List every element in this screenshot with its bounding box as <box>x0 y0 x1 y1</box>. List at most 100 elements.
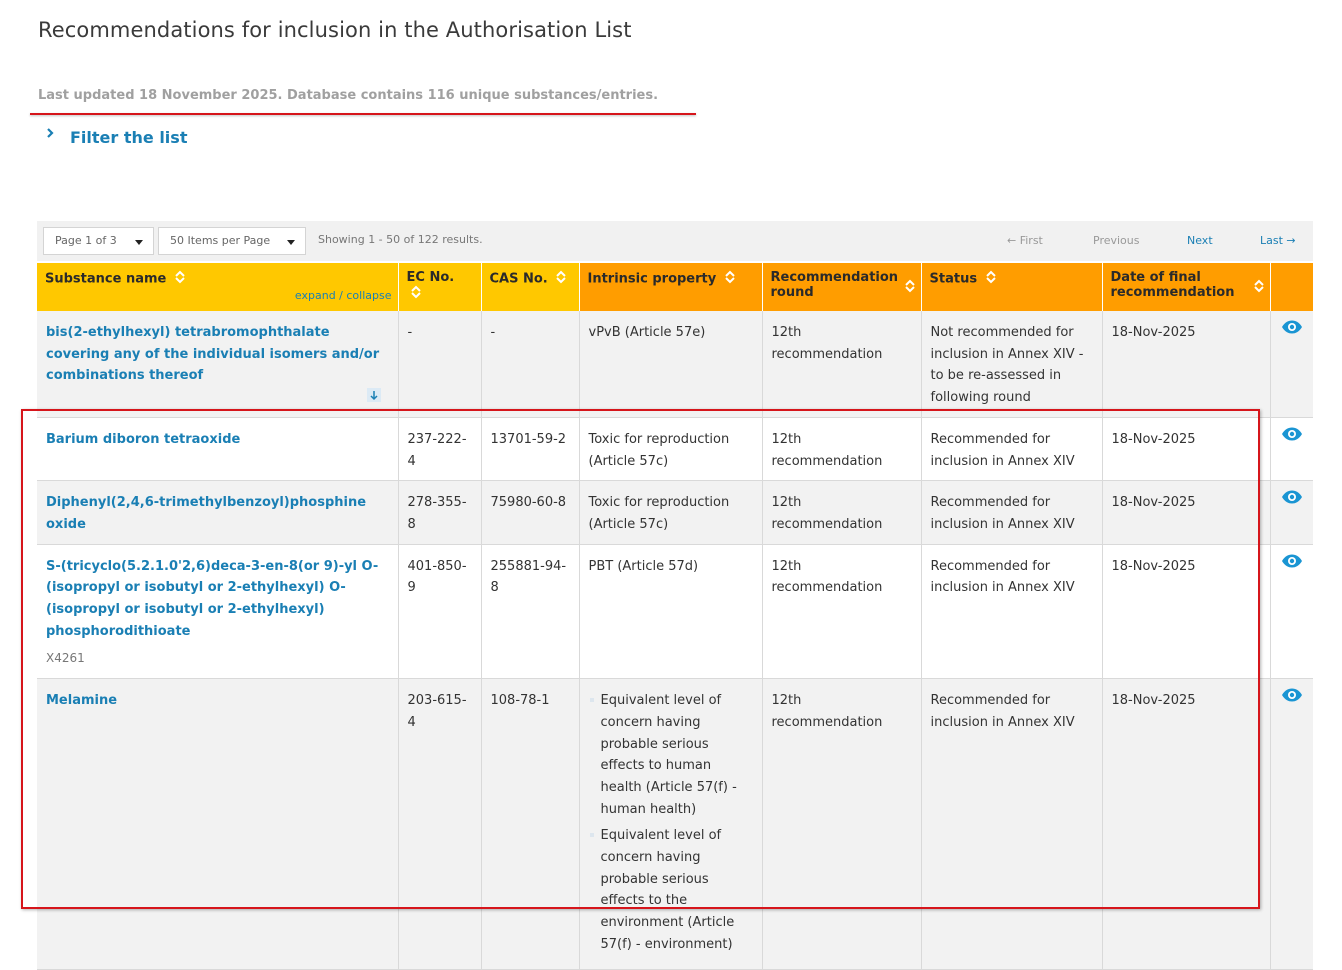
col-status-label: Status <box>929 271 978 287</box>
sort-arrows-icon[interactable] <box>410 285 422 303</box>
cell-intrinsic-property: Toxic for reproduction (Article 57c) <box>579 480 763 545</box>
col-ec-no[interactable]: EC No. <box>398 263 482 311</box>
sort-arrows-icon[interactable] <box>904 279 916 297</box>
substance-link[interactable]: Melamine <box>46 693 118 709</box>
cell-status: Not recommended for inclusion in Annex X… <box>921 311 1103 418</box>
page-select-value: Page 1 of 3 <box>55 234 117 247</box>
cell-ec-no: - <box>398 311 482 418</box>
cell-recommendation-round: 12th recommendation <box>762 480 922 545</box>
eye-icon[interactable] <box>1281 687 1303 711</box>
property-list-item: Equivalent level of concern having proba… <box>589 690 753 820</box>
eye-icon[interactable] <box>1281 426 1303 450</box>
eye-icon[interactable] <box>1281 319 1303 343</box>
cell-cas-no: 255881-94-8 <box>481 544 580 680</box>
substance-link[interactable]: S-(tricyclo(5.2.1.0'2,6)deca-3-en-8(or 9… <box>46 558 379 639</box>
cell-cas-no: 13701-59-2 <box>481 417 580 482</box>
arrow-down-icon[interactable] <box>366 388 381 403</box>
table-header-row: Substance name expand / collapse EC No. … <box>37 263 1314 311</box>
sort-arrows-icon[interactable] <box>1253 279 1265 297</box>
cell-cas-no: 75980-60-8 <box>481 480 580 545</box>
col-date-final-recommendation[interactable]: Date of final recommendation <box>1102 263 1271 311</box>
substance-note: X4261 <box>46 651 85 666</box>
substance-link[interactable]: Diphenyl(2,4,6-trimethylbenzoyl)phosphin… <box>46 495 367 532</box>
cell-status: Recommended for inclusion in Annex XIV <box>921 417 1103 482</box>
cell-status: Recommended for inclusion in Annex XIV <box>921 678 1103 970</box>
items-per-page-value: 50 Items per Page <box>170 234 271 247</box>
col-cas-no-label: CAS No. <box>489 271 548 287</box>
sort-arrows-icon[interactable] <box>985 270 997 288</box>
eye-icon[interactable] <box>1281 489 1303 513</box>
cell-recommendation-round: 12th recommendation <box>762 678 922 970</box>
property-list: Equivalent level of concern having proba… <box>589 690 753 955</box>
cell-intrinsic-property: vPvB (Article 57e) <box>579 311 763 418</box>
row-expand <box>46 388 389 403</box>
cell-substance-name: Barium diboron tetraoxide <box>37 417 399 482</box>
col-status[interactable]: Status <box>921 263 1103 311</box>
col-intrinsic-property[interactable]: Intrinsic property <box>579 263 763 311</box>
col-intrinsic-property-label: Intrinsic property <box>587 271 717 287</box>
next-page-link[interactable]: Next <box>1187 234 1213 247</box>
cell-date: 18-Nov-2025 <box>1102 544 1271 680</box>
cell-intrinsic-property: Toxic for reproduction (Article 57c) <box>579 417 763 482</box>
col-ec-no-label: EC No. <box>406 270 455 285</box>
cell-recommendation-round: 12th recommendation <box>762 417 922 482</box>
previous-page-link[interactable]: Previous <box>1093 234 1140 247</box>
cell-substance-name: bis(2-ethylhexyl) tetrabromophthalate co… <box>37 311 399 418</box>
cell-date: 18-Nov-2025 <box>1102 311 1271 418</box>
table-row: bis(2-ethylhexyl) tetrabromophthalate co… <box>37 311 1313 418</box>
col-recommendation-round[interactable]: Recommendation round <box>762 263 922 311</box>
results-count: Showing 1 - 50 of 122 results. <box>318 233 483 246</box>
caret-down-icon <box>135 240 143 245</box>
sort-arrows-icon[interactable] <box>174 270 186 288</box>
cell-status: Recommended for inclusion in Annex XIV <box>921 480 1103 545</box>
cell-recommendation-round: 12th recommendation <box>762 311 922 418</box>
cell-intrinsic-property: Equivalent level of concern having proba… <box>579 678 763 970</box>
sort-arrows-icon[interactable] <box>724 270 736 288</box>
cell-view <box>1270 417 1313 482</box>
cell-ec-no: 401-850-9 <box>398 544 482 680</box>
table-row: Diphenyl(2,4,6-trimethylbenzoyl)phosphin… <box>37 480 1313 545</box>
cell-substance-name: Diphenyl(2,4,6-trimethylbenzoyl)phosphin… <box>37 480 399 545</box>
table-row: Melamine 203-615-4 108-78-1 Equivalent l… <box>37 678 1313 970</box>
cell-recommendation-round: 12th recommendation <box>762 544 922 680</box>
cell-cas-no: - <box>481 311 580 418</box>
page-select[interactable]: Page 1 of 3 <box>43 227 154 255</box>
col-recommendation-round-label: Recommendation round <box>770 270 899 300</box>
chevron-right-icon <box>44 125 58 139</box>
col-substance-name-label: Substance name <box>45 271 167 287</box>
cell-substance-name: S-(tricyclo(5.2.1.0'2,6)deca-3-en-8(or 9… <box>37 544 399 680</box>
first-page-link[interactable]: ← First <box>1007 234 1043 247</box>
cell-view <box>1270 480 1313 545</box>
eye-icon[interactable] <box>1281 553 1303 577</box>
filter-toggle[interactable]: Filter the list <box>44 125 188 147</box>
property-list-item: Equivalent level of concern having proba… <box>589 825 753 955</box>
cell-cas-no: 108-78-1 <box>481 678 580 970</box>
annotation-underline <box>30 113 696 115</box>
table-row: Barium diboron tetraoxide 237-222-4 1370… <box>37 417 1313 482</box>
cell-date: 18-Nov-2025 <box>1102 417 1271 482</box>
last-page-link[interactable]: Last → <box>1260 234 1296 247</box>
table-row: S-(tricyclo(5.2.1.0'2,6)deca-3-en-8(or 9… <box>37 544 1313 680</box>
sort-arrows-icon[interactable] <box>555 270 567 288</box>
cell-view <box>1270 678 1313 970</box>
cell-date: 18-Nov-2025 <box>1102 678 1271 970</box>
cell-date: 18-Nov-2025 <box>1102 480 1271 545</box>
substance-link[interactable]: bis(2-ethylhexyl) tetrabromophthalate co… <box>46 325 380 384</box>
items-per-page-select[interactable]: 50 Items per Page <box>158 227 306 255</box>
cell-status: Recommended for inclusion in Annex XIV <box>921 544 1103 680</box>
col-date-label: Date of final recommendation <box>1110 270 1235 300</box>
cell-view <box>1270 311 1313 418</box>
substance-link[interactable]: Barium diboron tetraoxide <box>46 431 241 447</box>
col-substance-name[interactable]: Substance name expand / collapse <box>37 263 399 311</box>
cell-ec-no: 278-355-8 <box>398 480 482 545</box>
cell-intrinsic-property: PBT (Article 57d) <box>579 544 763 680</box>
caret-down-icon <box>287 240 295 245</box>
col-cas-no[interactable]: CAS No. <box>481 263 580 311</box>
cell-ec-no: 237-222-4 <box>398 417 482 482</box>
expand-collapse-link[interactable]: expand / collapse <box>294 289 392 302</box>
page-title: Recommendations for inclusion in the Aut… <box>38 18 632 42</box>
cell-ec-no: 203-615-4 <box>398 678 482 970</box>
col-actions <box>1270 263 1314 311</box>
cell-view <box>1270 544 1313 680</box>
filter-toggle-label: Filter the list <box>70 128 188 147</box>
